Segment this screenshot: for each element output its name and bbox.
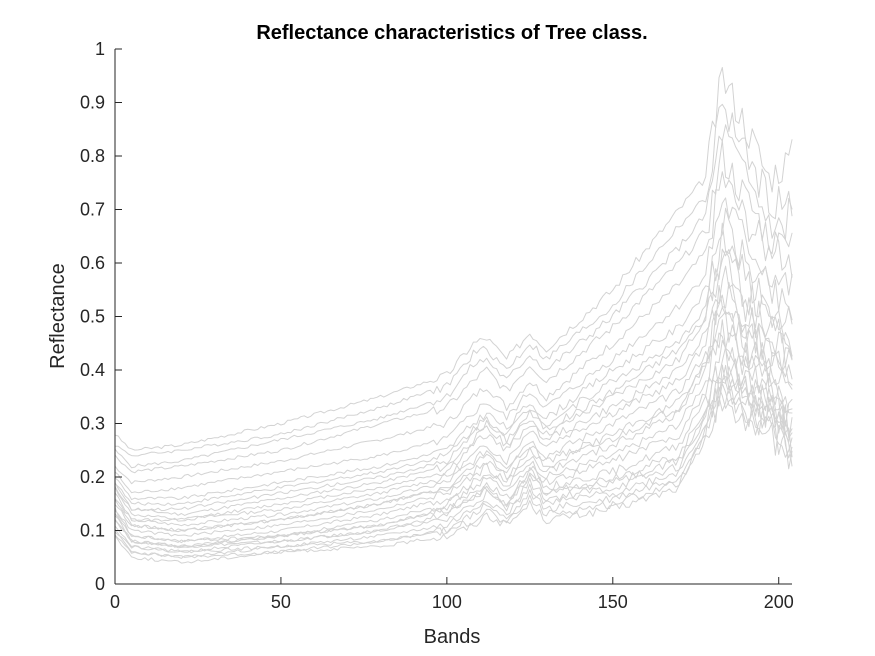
x-tick-label: 0 <box>110 592 120 612</box>
y-tick-label: 1 <box>95 39 105 59</box>
y-tick-label: 0.6 <box>80 253 105 273</box>
series-line-11 <box>114 282 793 522</box>
series-line-6 <box>114 197 793 494</box>
y-tick-label: 0.2 <box>80 467 105 487</box>
series-line-1 <box>114 67 793 451</box>
series-line-20 <box>114 376 793 554</box>
y-tick-label: 0.9 <box>80 93 105 113</box>
x-tick-label: 50 <box>271 592 291 612</box>
series-line-15 <box>114 319 793 543</box>
y-axis-label: Reflectance <box>47 263 69 369</box>
y-tick-label: 0.1 <box>80 521 105 541</box>
series-line-18 <box>114 366 793 548</box>
chart-title: Reflectance characteristics of Tree clas… <box>256 22 647 44</box>
y-tick-label: 0.4 <box>80 360 105 380</box>
series-line-9 <box>114 248 793 516</box>
axes-group: 0 50 100 150 200 0 0.1 0.2 0.3 0.4 0.5 0.6 0.7 0.8 0.9… <box>80 39 794 612</box>
series-line-10 <box>114 265 793 520</box>
y-tick-label: 0 <box>95 574 105 594</box>
series-group <box>114 67 793 564</box>
series-line-17 <box>114 346 793 549</box>
series-line-25 <box>114 306 793 532</box>
series-line-26 <box>114 364 793 548</box>
series-line-13 <box>114 311 793 533</box>
series-line-12 <box>114 294 793 527</box>
series-line-4 <box>114 139 793 474</box>
series-line-16 <box>114 339 793 544</box>
y-tick-label: 0.8 <box>80 146 105 166</box>
series-line-24 <box>114 250 793 512</box>
series-line-14 <box>114 332 793 537</box>
series-line-23 <box>114 383 793 564</box>
series-line-3 <box>114 124 793 469</box>
x-axis-label: Bands <box>424 626 481 648</box>
x-tick-label: 200 <box>764 592 794 612</box>
series-line-5 <box>114 171 793 485</box>
series-line-21 <box>114 386 793 558</box>
series-line-8 <box>114 222 793 506</box>
y-tick-label: 0.7 <box>80 200 105 220</box>
x-tick-label: 150 <box>598 592 628 612</box>
series-line-2 <box>114 103 793 457</box>
y-tick-label: 0.3 <box>80 414 105 434</box>
x-tick-label: 100 <box>432 592 462 612</box>
series-line-7 <box>114 207 793 501</box>
y-tick-label: 0.5 <box>80 307 105 327</box>
